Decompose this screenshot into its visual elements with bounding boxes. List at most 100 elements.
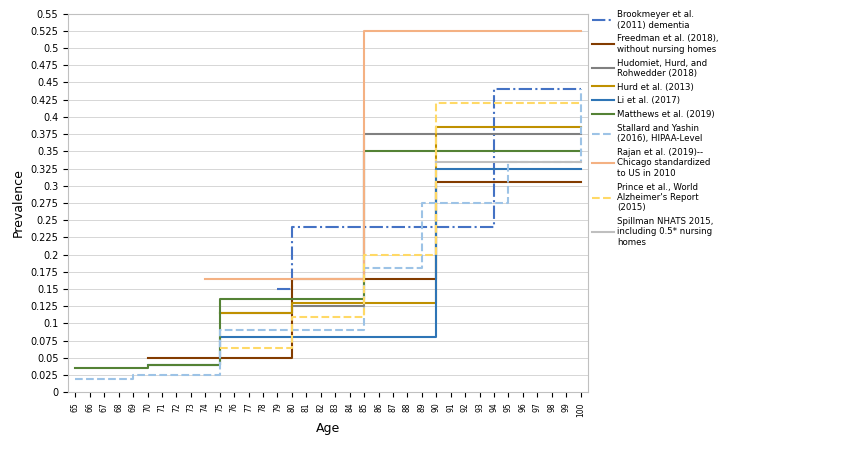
Li et al. (2017) [518,166,528,171]
Prince et al., World
Alzheimer's Report
(2015) [258,345,268,350]
Hurd et al. (2013) [417,300,427,305]
Stallard and Yashin
(2016), HIPAA-Level [330,328,340,333]
Spillman NHATS 2015,
including 0.5* nursing
homes [518,159,528,164]
Brookmeyer et al.
(2011) dementia [475,224,485,230]
Hurd et al. (2013) [446,124,456,130]
Hudomiet, Hurd, and
Rohwedder (2018) [316,304,326,309]
Rajan et al. (2019)--
Chicago standardized
to US in 2010 [330,276,340,281]
Rajan et al. (2019)--
Chicago standardized
to US in 2010 [258,276,268,281]
Rajan et al. (2019)--
Chicago standardized
to US in 2010 [504,28,514,33]
Prince et al., World
Alzheimer's Report
(2015) [215,345,225,350]
Line: Prince et al., World
Alzheimer's Report
(2015): Prince et al., World Alzheimer's Report … [220,103,581,348]
Li et al. (2017) [171,362,181,368]
Hurd et al. (2013) [373,300,383,305]
Stallard and Yashin
(2016), HIPAA-Level [388,266,398,271]
Brookmeyer et al.
(2011) dementia [576,87,586,92]
Prince et al., World
Alzheimer's Report
(2015) [561,101,572,106]
Stallard and Yashin
(2016), HIPAA-Level [113,376,124,381]
Matthews et al. (2019) [489,148,499,154]
Stallard and Yashin
(2016), HIPAA-Level [70,376,80,381]
Stallard and Yashin
(2016), HIPAA-Level [532,159,543,164]
Prince et al., World
Alzheimer's Report
(2015) [518,101,528,106]
Hurd et al. (2013) [532,124,543,130]
Brookmeyer et al.
(2011) dementia [561,87,572,92]
Prince et al., World
Alzheimer's Report
(2015) [547,101,557,106]
Prince et al., World
Alzheimer's Report
(2015) [489,101,499,106]
Stallard and Yashin
(2016), HIPAA-Level [157,373,167,378]
Prince et al., World
Alzheimer's Report
(2015) [504,101,514,106]
Matthews et al. (2019) [388,148,398,154]
Stallard and Yashin
(2016), HIPAA-Level [273,328,283,333]
Spillman NHATS 2015,
including 0.5* nursing
homes [547,159,557,164]
Rajan et al. (2019)--
Chicago standardized
to US in 2010 [287,276,297,281]
Hurd et al. (2013) [273,310,283,316]
Hurd et al. (2013) [359,300,369,305]
Prince et al., World
Alzheimer's Report
(2015) [316,314,326,319]
Hudomiet, Hurd, and
Rohwedder (2018) [273,310,283,316]
Matthews et al. (2019) [504,148,514,154]
Freedman et al. (2018),
without nursing homes [402,276,412,281]
Spillman NHATS 2015,
including 0.5* nursing
homes [460,159,470,164]
Freedman et al. (2018),
without nursing homes [532,179,543,185]
Prince et al., World
Alzheimer's Report
(2015) [373,252,383,258]
Hurd et al. (2013) [229,310,239,316]
Li et al. (2017) [417,335,427,340]
Li et al. (2017) [344,335,354,340]
Hurd et al. (2013) [489,124,499,130]
Stallard and Yashin
(2016), HIPAA-Level [186,373,196,378]
Stallard and Yashin
(2016), HIPAA-Level [446,200,456,206]
Hudomiet, Hurd, and
Rohwedder (2018) [373,131,383,137]
Prince et al., World
Alzheimer's Report
(2015) [431,101,441,106]
Freedman et al. (2018),
without nursing homes [417,276,427,281]
Matthews et al. (2019) [373,148,383,154]
Line: Rajan et al. (2019)--
Chicago standardized
to US in 2010: Rajan et al. (2019)-- Chicago standardiz… [205,31,581,279]
Rajan et al. (2019)--
Chicago standardized
to US in 2010 [532,28,543,33]
Freedman et al. (2018),
without nursing homes [446,179,456,185]
Prince et al., World
Alzheimer's Report
(2015) [302,314,312,319]
Prince et al., World
Alzheimer's Report
(2015) [402,252,412,258]
Line: Freedman et al. (2018),
without nursing homes: Freedman et al. (2018), without nursing … [147,182,581,358]
Li et al. (2017) [287,335,297,340]
Freedman et al. (2018),
without nursing homes [229,355,239,361]
Rajan et al. (2019)--
Chicago standardized
to US in 2010 [388,28,398,33]
Rajan et al. (2019)--
Chicago standardized
to US in 2010 [561,28,572,33]
Brookmeyer et al.
(2011) dementia [504,87,514,92]
Hudomiet, Hurd, and
Rohwedder (2018) [431,131,441,137]
Freedman et al. (2018),
without nursing homes [359,276,369,281]
Rajan et al. (2019)--
Chicago standardized
to US in 2010 [547,28,557,33]
Brookmeyer et al.
(2011) dementia [547,87,557,92]
Spillman NHATS 2015,
including 0.5* nursing
homes [504,159,514,164]
Brookmeyer et al.
(2011) dementia [532,87,543,92]
Li et al. (2017) [316,335,326,340]
Li et al. (2017) [200,362,210,368]
Line: Matthews et al. (2019): Matthews et al. (2019) [75,151,581,368]
Freedman et al. (2018),
without nursing homes [330,276,340,281]
Li et al. (2017) [330,335,340,340]
Rajan et al. (2019)--
Chicago standardized
to US in 2010 [244,276,254,281]
Li et al. (2017) [258,335,268,340]
Rajan et al. (2019)--
Chicago standardized
to US in 2010 [475,28,485,33]
Li et al. (2017) [142,362,153,368]
Hudomiet, Hurd, and
Rohwedder (2018) [475,131,485,137]
Rajan et al. (2019)--
Chicago standardized
to US in 2010 [373,28,383,33]
Stallard and Yashin
(2016), HIPAA-Level [460,200,470,206]
Li et al. (2017) [229,335,239,340]
Prince et al., World
Alzheimer's Report
(2015) [446,101,456,106]
Prince et al., World
Alzheimer's Report
(2015) [287,314,297,319]
Stallard and Yashin
(2016), HIPAA-Level [302,328,312,333]
Matthews et al. (2019) [475,148,485,154]
Hurd et al. (2013) [330,300,340,305]
Hudomiet, Hurd, and
Rohwedder (2018) [489,131,499,137]
Li et al. (2017) [561,166,572,171]
Matthews et al. (2019) [402,148,412,154]
Stallard and Yashin
(2016), HIPAA-Level [99,376,109,381]
Li et al. (2017) [576,166,586,171]
Hudomiet, Hurd, and
Rohwedder (2018) [561,131,572,137]
Hudomiet, Hurd, and
Rohwedder (2018) [402,131,412,137]
Hudomiet, Hurd, and
Rohwedder (2018) [417,131,427,137]
Stallard and Yashin
(2016), HIPAA-Level [475,200,485,206]
Li et al. (2017) [460,166,470,171]
Brookmeyer et al.
(2011) dementia [302,224,312,230]
Freedman et al. (2018),
without nursing homes [302,276,312,281]
Freedman et al. (2018),
without nursing homes [489,179,499,185]
